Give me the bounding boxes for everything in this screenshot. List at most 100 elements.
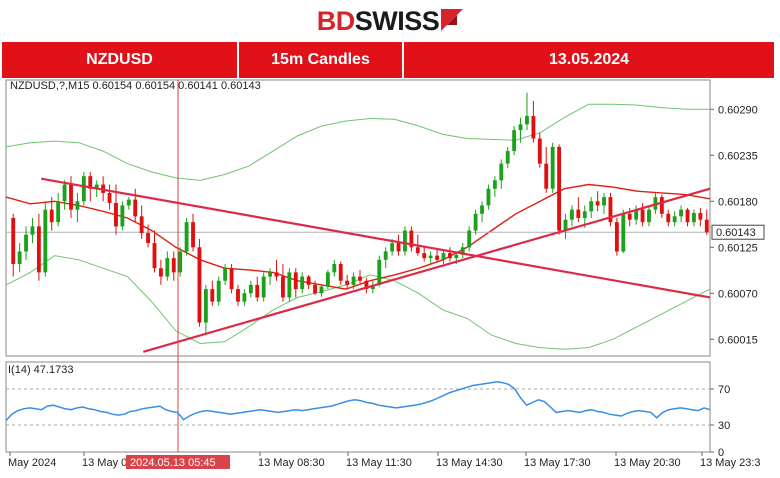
candle [325, 269, 330, 290]
rsi-line [5, 381, 711, 422]
candle [403, 226, 407, 256]
descending-trendline [41, 177, 711, 299]
candle [107, 184, 112, 210]
candle [537, 132, 542, 168]
candle-body [242, 293, 247, 302]
candle-body [133, 199, 138, 217]
candle [300, 272, 305, 294]
y-tick-label: 0.60290 [718, 104, 758, 116]
candle [441, 249, 446, 264]
candle-body [390, 243, 395, 252]
candle [614, 218, 619, 256]
candle [505, 146, 510, 168]
candle [589, 197, 594, 218]
candle-body [114, 202, 118, 227]
y-tick-label: 0.60180 [718, 196, 758, 208]
x-tick-label: May 2024 [8, 457, 56, 469]
x-tick-label: 13 May 08:30 [258, 457, 325, 469]
candle [422, 247, 427, 262]
candle-body [595, 201, 600, 206]
x-tick-label: 13 May 17:30 [524, 457, 591, 469]
candle-body [126, 199, 131, 206]
candle-body [570, 209, 574, 220]
candle-body [62, 184, 67, 202]
candle [184, 218, 189, 256]
candle-body [512, 130, 517, 152]
candle-body [582, 211, 587, 218]
candle [338, 261, 343, 285]
candle [75, 192, 80, 223]
candle [563, 213, 568, 239]
timeframe-label: 15m Candles [239, 42, 404, 78]
price-chart[interactable]: 0.60290 0.60235 0.60180 0.60125 0.60070 0.600… [0, 78, 780, 478]
current-price-tag [711, 224, 765, 240]
candle [17, 243, 22, 273]
candle [576, 197, 581, 223]
chart-header-banner: NZDUSD 15m Candles 13.05.2024 [2, 42, 774, 78]
candle-body [608, 197, 613, 223]
candle-body [383, 251, 388, 260]
candle-body [120, 205, 125, 227]
candle [550, 142, 555, 193]
candle [473, 209, 478, 235]
candle [351, 272, 356, 290]
candle [24, 226, 28, 260]
y-tick-label: 0.60125 [718, 242, 758, 254]
candle [647, 205, 651, 227]
candle [525, 92, 529, 131]
candle [409, 226, 414, 252]
candle [146, 224, 150, 248]
candle-body [11, 218, 16, 264]
candle-body [659, 197, 664, 214]
candle-body [415, 247, 420, 254]
candle-body [236, 289, 240, 302]
candle-body [473, 213, 478, 231]
y-tick-label: 0.60070 [718, 288, 758, 300]
candle-body [441, 253, 446, 260]
candle-body [364, 280, 369, 290]
candle-body [223, 268, 228, 281]
candle-body [36, 226, 41, 273]
candle [56, 192, 61, 227]
candle-body [422, 253, 427, 259]
candle [447, 247, 452, 262]
candle-body [435, 255, 439, 260]
candle-body [640, 209, 645, 223]
brand-logo: BDSWISS [0, 0, 780, 42]
candle [229, 264, 234, 294]
y-tick-label: 0.60015 [718, 334, 758, 346]
candle [223, 264, 228, 285]
candle [332, 259, 337, 277]
candle [602, 192, 606, 214]
arrow-icon [441, 9, 464, 31]
rsi-indicator-label: I(14) 47.1733 [8, 364, 73, 376]
candle [531, 100, 536, 143]
candle-body [69, 184, 73, 210]
candle-body [319, 286, 324, 294]
x-tick-label: 13 May 11:30 [346, 457, 412, 469]
candle-body [563, 219, 568, 231]
candle-body [203, 289, 208, 323]
candle-body [306, 276, 311, 285]
candle [557, 144, 562, 235]
candle-body [403, 230, 407, 252]
candle-body [197, 247, 202, 323]
candle-body [518, 124, 523, 131]
x-tick-label: 13 May 14:30 [436, 457, 503, 469]
candle [634, 205, 639, 225]
candle [120, 201, 125, 231]
candle-body [634, 209, 639, 220]
candle [377, 255, 382, 287]
candle [49, 197, 54, 231]
candle-body [704, 219, 709, 233]
candle-body [666, 213, 671, 223]
bollinger-upper-line [5, 103, 710, 181]
candle-body [370, 284, 375, 290]
candle [293, 268, 298, 298]
candle-body [49, 209, 54, 223]
candle-body [467, 230, 472, 248]
candle [640, 202, 645, 227]
candle [281, 264, 285, 302]
rsi-y-tick-label: 30 [718, 420, 730, 432]
candle-body [94, 184, 99, 189]
